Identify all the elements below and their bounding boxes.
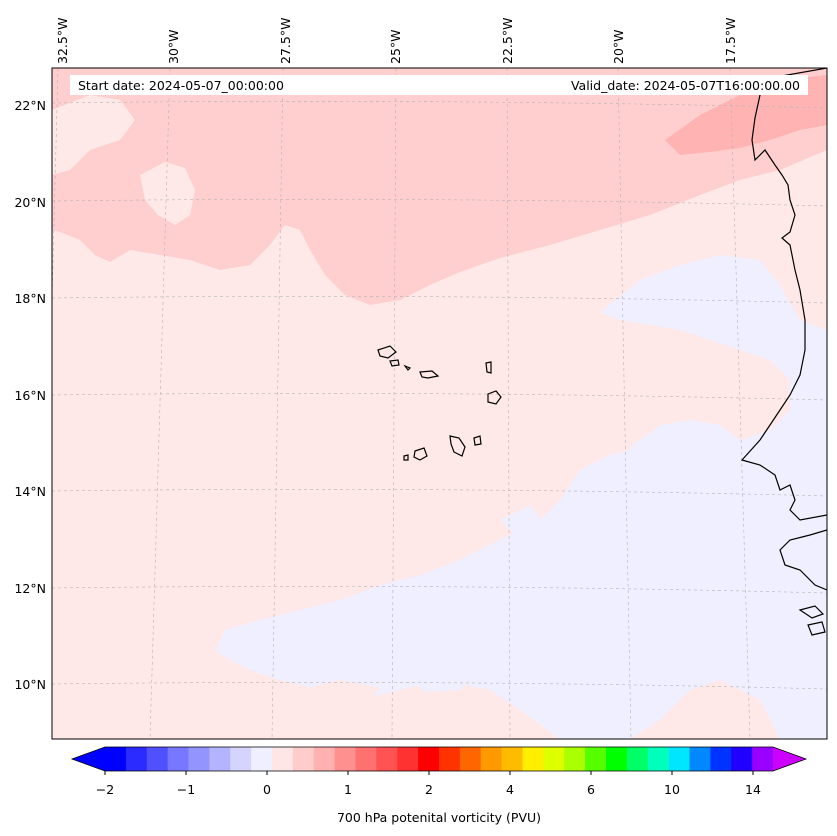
lat-label: 14°N: [14, 484, 46, 499]
pv-region-north-patch: [140, 162, 195, 225]
lat-label: 20°N: [14, 195, 46, 210]
colorbar-swatch: [522, 747, 544, 771]
colorbar-tick-labels: −2 −1 0 1 2 4 6 10 14: [96, 782, 761, 797]
pv-region-low-patch-4: [500, 505, 545, 540]
cape-verde-islands: [377, 345, 502, 461]
colorbar-swatch: [668, 747, 691, 771]
colorbar-swatch: [105, 747, 127, 771]
colorbar-swatch: [731, 747, 753, 771]
map-panel: [52, 68, 827, 739]
colorbar-swatch: [292, 747, 315, 771]
colorbar-swatch: [689, 747, 711, 771]
island-brava: [403, 454, 409, 461]
valid-date-text: Valid_date: 2024-05-07T16:00:00.00: [571, 78, 800, 93]
island-boa-vista: [487, 390, 502, 405]
colorbar-swatch: [585, 747, 607, 771]
island-santiago: [449, 435, 466, 457]
colorbar-swatch: [480, 747, 503, 771]
island-maio: [473, 435, 482, 446]
colorbar-swatch: [397, 747, 419, 771]
colorbar-swatch: [125, 747, 148, 771]
colorbar-swatch: [355, 747, 377, 771]
colorbar-swatch: [501, 747, 524, 771]
header-box: [70, 75, 808, 95]
lon-label: 27.5°W: [278, 18, 293, 64]
coastline-africa-south: [779, 529, 827, 591]
start-date-text: Start date: 2024-05-07_00:00:00: [78, 78, 284, 93]
lon-labels: 32.5°W 30°W 27.5°W 25°W 22.5°W 20°W 17.5…: [55, 18, 738, 64]
colorbar-tick-label: −2: [96, 782, 114, 797]
colorbar-label: 700 hPa potenital vorticity (PVU): [337, 810, 541, 825]
colorbar-swatch: [376, 747, 398, 771]
coastline-africa: [740, 68, 827, 521]
lat-label: 10°N: [14, 677, 46, 692]
colorbar-swatch: [418, 747, 440, 771]
colorbar-swatch: [251, 747, 273, 771]
colorbar-swatch: [439, 747, 461, 771]
colorbar-tick-label: −1: [177, 782, 195, 797]
pv-region-north: [52, 68, 827, 305]
colorbar-swatch: [230, 747, 252, 771]
colorbar-swatch: [459, 747, 482, 771]
colorbar-swatch: [209, 747, 231, 771]
colorbar-tick-label: 10: [664, 782, 680, 797]
lon-label: 17.5°W: [723, 18, 738, 64]
colorbar-swatch: [543, 747, 565, 771]
colorbar-tick-label: 0: [263, 782, 271, 797]
pv-region-north-gap: [52, 95, 135, 175]
colorbar-swatch: [752, 747, 774, 771]
lat-label: 12°N: [14, 581, 46, 596]
colorbar-tick-label: 4: [506, 782, 514, 797]
island-sal: [485, 361, 492, 374]
colorbar-swatch: [188, 747, 210, 771]
colorbar-tick-label: 2: [425, 782, 433, 797]
lon-label: 32.5°W: [55, 18, 70, 64]
lat-label: 22°N: [14, 98, 46, 113]
colorbar-extend-high: [773, 747, 806, 771]
gridlines: [52, 68, 827, 739]
island-fogo: [413, 447, 428, 461]
lat-label: 18°N: [14, 291, 46, 306]
coastline-bijagos: [798, 605, 826, 636]
colorbar-tick-label: 14: [745, 782, 761, 797]
colorbar-swatch: [626, 747, 649, 771]
pv-region-low-patch-3: [410, 670, 470, 692]
colorbar-swatch: [564, 747, 586, 771]
colorbar-swatch: [167, 747, 190, 771]
pv-region-low-patch-2: [300, 680, 380, 703]
colorbar-swatch: [272, 747, 294, 771]
colorbar-extend-low: [72, 747, 105, 771]
island-santo-antao: [377, 345, 397, 359]
lon-label: 30°W: [166, 29, 181, 64]
island-sao-vicente: [389, 359, 400, 367]
colorbar-tick-label: 6: [587, 782, 595, 797]
colorbar-swatch: [334, 747, 357, 771]
lon-label: 22.5°W: [500, 18, 515, 64]
pv-region-low-east: [215, 255, 827, 739]
colorbar-swatch: [146, 747, 169, 771]
pv-region-low-patch-1: [560, 415, 640, 460]
lon-label: 25°W: [388, 29, 403, 64]
colorbar-swatch: [606, 747, 628, 771]
colorbar: [70, 746, 808, 775]
lat-labels: 22°N 20°N 18°N 16°N 14°N 12°N 10°N: [14, 98, 46, 692]
island-sao-nicolau: [419, 370, 440, 379]
island-santa-luzia: [403, 364, 412, 371]
colorbar-swatch: [313, 747, 336, 771]
lon-label: 20°W: [611, 29, 626, 64]
colorbar-tick-label: 1: [344, 782, 352, 797]
colorbar-swatch: [710, 747, 732, 771]
colorbar-swatch: [647, 747, 670, 771]
map-frame: [51, 67, 828, 740]
lat-label: 16°N: [14, 388, 46, 403]
